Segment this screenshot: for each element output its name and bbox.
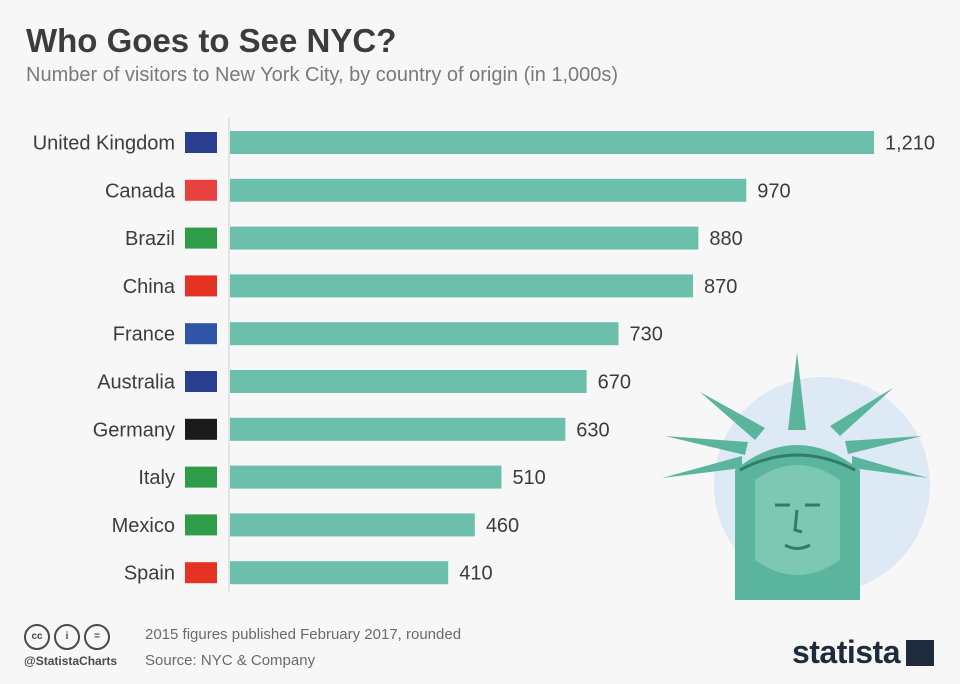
flag-icon-br <box>185 227 217 249</box>
category-label: United Kingdom <box>33 133 175 155</box>
category-label: France <box>113 324 175 346</box>
value-label: 410 <box>459 563 492 585</box>
value-label: 630 <box>576 419 609 441</box>
flag-icon-es <box>185 562 217 584</box>
value-label: 880 <box>709 228 742 250</box>
footer-note: 2015 figures published February 2017, ro… <box>145 626 462 643</box>
nd-icon: = <box>84 624 110 650</box>
brand-mark-icon <box>906 640 934 666</box>
category-label: Spain <box>124 563 175 585</box>
flag-icon-fr <box>185 323 217 345</box>
category-label: Italy <box>138 467 175 489</box>
category-label: Australia <box>97 372 176 394</box>
bar <box>230 226 699 250</box>
value-label: 970 <box>757 180 790 202</box>
value-label: 870 <box>704 276 737 298</box>
bar <box>230 131 874 154</box>
category-label: Brazil <box>125 228 175 250</box>
value-label: 670 <box>598 372 631 394</box>
social-handle: @StatistaCharts <box>24 654 118 668</box>
bar <box>230 561 449 585</box>
bar <box>230 178 747 202</box>
bar <box>230 417 566 441</box>
by-icon: i <box>54 624 80 650</box>
flag-icon-mx <box>185 514 217 536</box>
category-label: Germany <box>93 419 175 441</box>
value-label: 510 <box>512 467 545 489</box>
category-label: Canada <box>105 180 176 202</box>
chart-subtitle: Number of visitors to New York City, by … <box>26 64 619 86</box>
flag-icon-de <box>185 418 217 440</box>
value-label: 730 <box>630 324 663 346</box>
chart-title: Who Goes to See NYC? <box>26 22 397 59</box>
bar <box>230 465 502 489</box>
bar <box>230 322 619 346</box>
brand-logo[interactable]: statista <box>791 634 901 670</box>
value-label: 1,210 <box>885 133 935 155</box>
footer-source: Source: NYC & Company <box>145 652 316 669</box>
cc-icon: cc <box>24 624 50 650</box>
category-label: Mexico <box>112 515 175 537</box>
flag-icon-cn <box>185 275 217 297</box>
flag-icon-au <box>185 371 217 392</box>
bar <box>230 274 694 298</box>
license-icons: cc i = <box>24 624 114 650</box>
statue-of-liberty-illustration <box>662 352 930 600</box>
flag-icon-it <box>185 466 217 488</box>
bar <box>230 513 475 537</box>
flag-icon-uk <box>185 132 217 153</box>
bar <box>230 370 587 393</box>
flag-icon-ca <box>185 179 217 201</box>
value-label: 460 <box>486 515 519 537</box>
category-label: China <box>123 276 176 298</box>
